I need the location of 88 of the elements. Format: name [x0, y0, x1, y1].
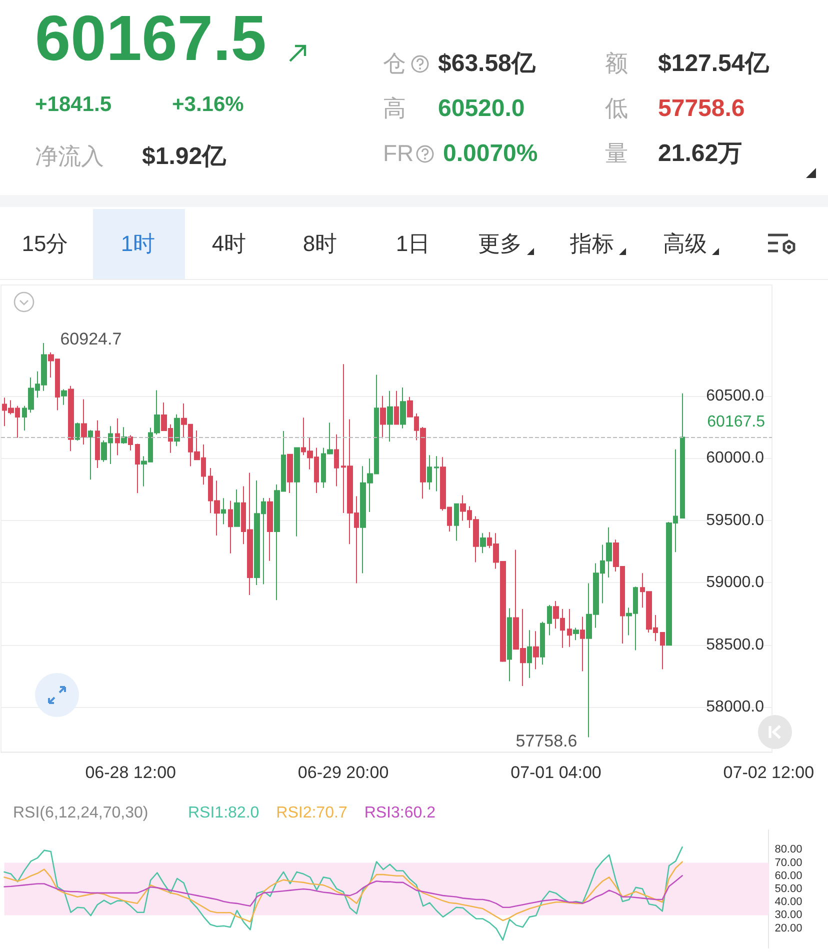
x-tick-label: 06-28 12:00	[85, 763, 176, 782]
candlestick	[660, 632, 665, 670]
y-tick-label: 60500.0	[706, 387, 764, 404]
candlestick	[387, 390, 393, 442]
text: 高级	[663, 231, 707, 256]
candlestick	[573, 627, 579, 641]
text: 21.62万	[658, 140, 742, 167]
y-tick-label: 59000.0	[706, 574, 764, 592]
candlestick	[267, 497, 273, 562]
candlestick	[61, 388, 67, 406]
candlestick	[81, 398, 87, 446]
candlestick	[540, 621, 545, 666]
text: 量	[605, 140, 628, 166]
candlestick	[394, 390, 399, 425]
candlestick	[507, 608, 512, 682]
text: RSI1:82.0	[188, 804, 260, 822]
y-tick-label: 70.00	[774, 856, 802, 869]
candlestick	[228, 500, 233, 554]
candlestick	[427, 454, 432, 490]
y-tick-label: 40.00	[774, 896, 802, 908]
text: +3.16%	[172, 93, 244, 116]
y-tick-label: 59500.0	[706, 512, 764, 529]
text: 净流入	[35, 143, 104, 169]
candlestick	[115, 418, 120, 456]
ref-line-label: 60167.5	[707, 414, 766, 431]
text: +1841.5	[35, 93, 112, 116]
chart-title: RSI(6,12,24,70,30)	[13, 804, 148, 822]
candlestick	[533, 630, 539, 670]
candlestick	[68, 385, 74, 452]
text: RSI2:70.7	[276, 804, 348, 822]
y-tick-label: 60.00	[774, 870, 802, 882]
candlestick	[580, 616, 585, 672]
candlestick	[294, 447, 300, 537]
candlestick	[547, 604, 552, 636]
candlestick	[75, 422, 80, 442]
text: 15分	[22, 231, 68, 256]
candlestick	[128, 434, 133, 452]
x-tick-label: 07-02 12:00	[723, 763, 814, 782]
text: 指标	[570, 231, 614, 256]
candlestick	[400, 386, 406, 429]
candlestick	[454, 503, 459, 542]
text: 4时	[212, 231, 246, 256]
y-tick-label: 58000.0	[706, 698, 764, 716]
candlestick	[434, 456, 439, 492]
x-tick-label: 07-01 04:00	[510, 763, 602, 782]
candlestick	[680, 392, 685, 518]
annotation: 57758.6	[516, 732, 578, 751]
text: 60167.5	[35, 2, 266, 74]
candlestick	[234, 488, 240, 527]
y-tick-label: 20.00	[774, 922, 802, 934]
text: 57758.6	[658, 95, 745, 122]
x-tick-label: 06-29 20:00	[298, 763, 389, 782]
candlestick	[480, 532, 486, 554]
text: RSI3:60.2	[364, 804, 436, 822]
candlestick	[121, 426, 127, 444]
text: 仓	[383, 50, 406, 76]
candlestick	[527, 630, 532, 679]
text: 更多	[478, 231, 522, 256]
line-series	[4, 846, 683, 941]
text: 低	[605, 95, 628, 121]
text: $63.58亿	[438, 50, 536, 77]
y-tick-label: 80.00	[774, 844, 802, 856]
candlestick	[567, 608, 572, 648]
text: $127.54亿	[658, 50, 769, 77]
text: $1.92亿	[142, 143, 226, 170]
y-tick-label: 58500.0	[706, 636, 764, 654]
candlestick	[88, 430, 93, 480]
candlestick	[221, 498, 226, 525]
text: 高	[383, 95, 406, 121]
candlestick	[334, 434, 339, 487]
text: 8时	[302, 231, 338, 256]
candlestick	[135, 443, 140, 494]
candlestick	[287, 454, 293, 494]
y-tick-label: 30.00	[774, 909, 802, 922]
text: FR	[383, 140, 414, 166]
text: 0.0070%	[443, 140, 538, 167]
text: 1日	[396, 231, 430, 256]
text: 额	[605, 50, 628, 76]
text: 60520.0	[438, 95, 525, 122]
y-tick-label: 50.00	[774, 883, 802, 895]
annotation: 60924.7	[60, 329, 122, 348]
y-tick-label: 60000.0	[706, 450, 764, 467]
candlestick	[95, 420, 100, 468]
line-series	[4, 861, 683, 922]
candlestick	[380, 395, 386, 439]
candlestick	[174, 414, 180, 447]
text: 1时	[120, 231, 156, 256]
line-series	[4, 874, 683, 908]
